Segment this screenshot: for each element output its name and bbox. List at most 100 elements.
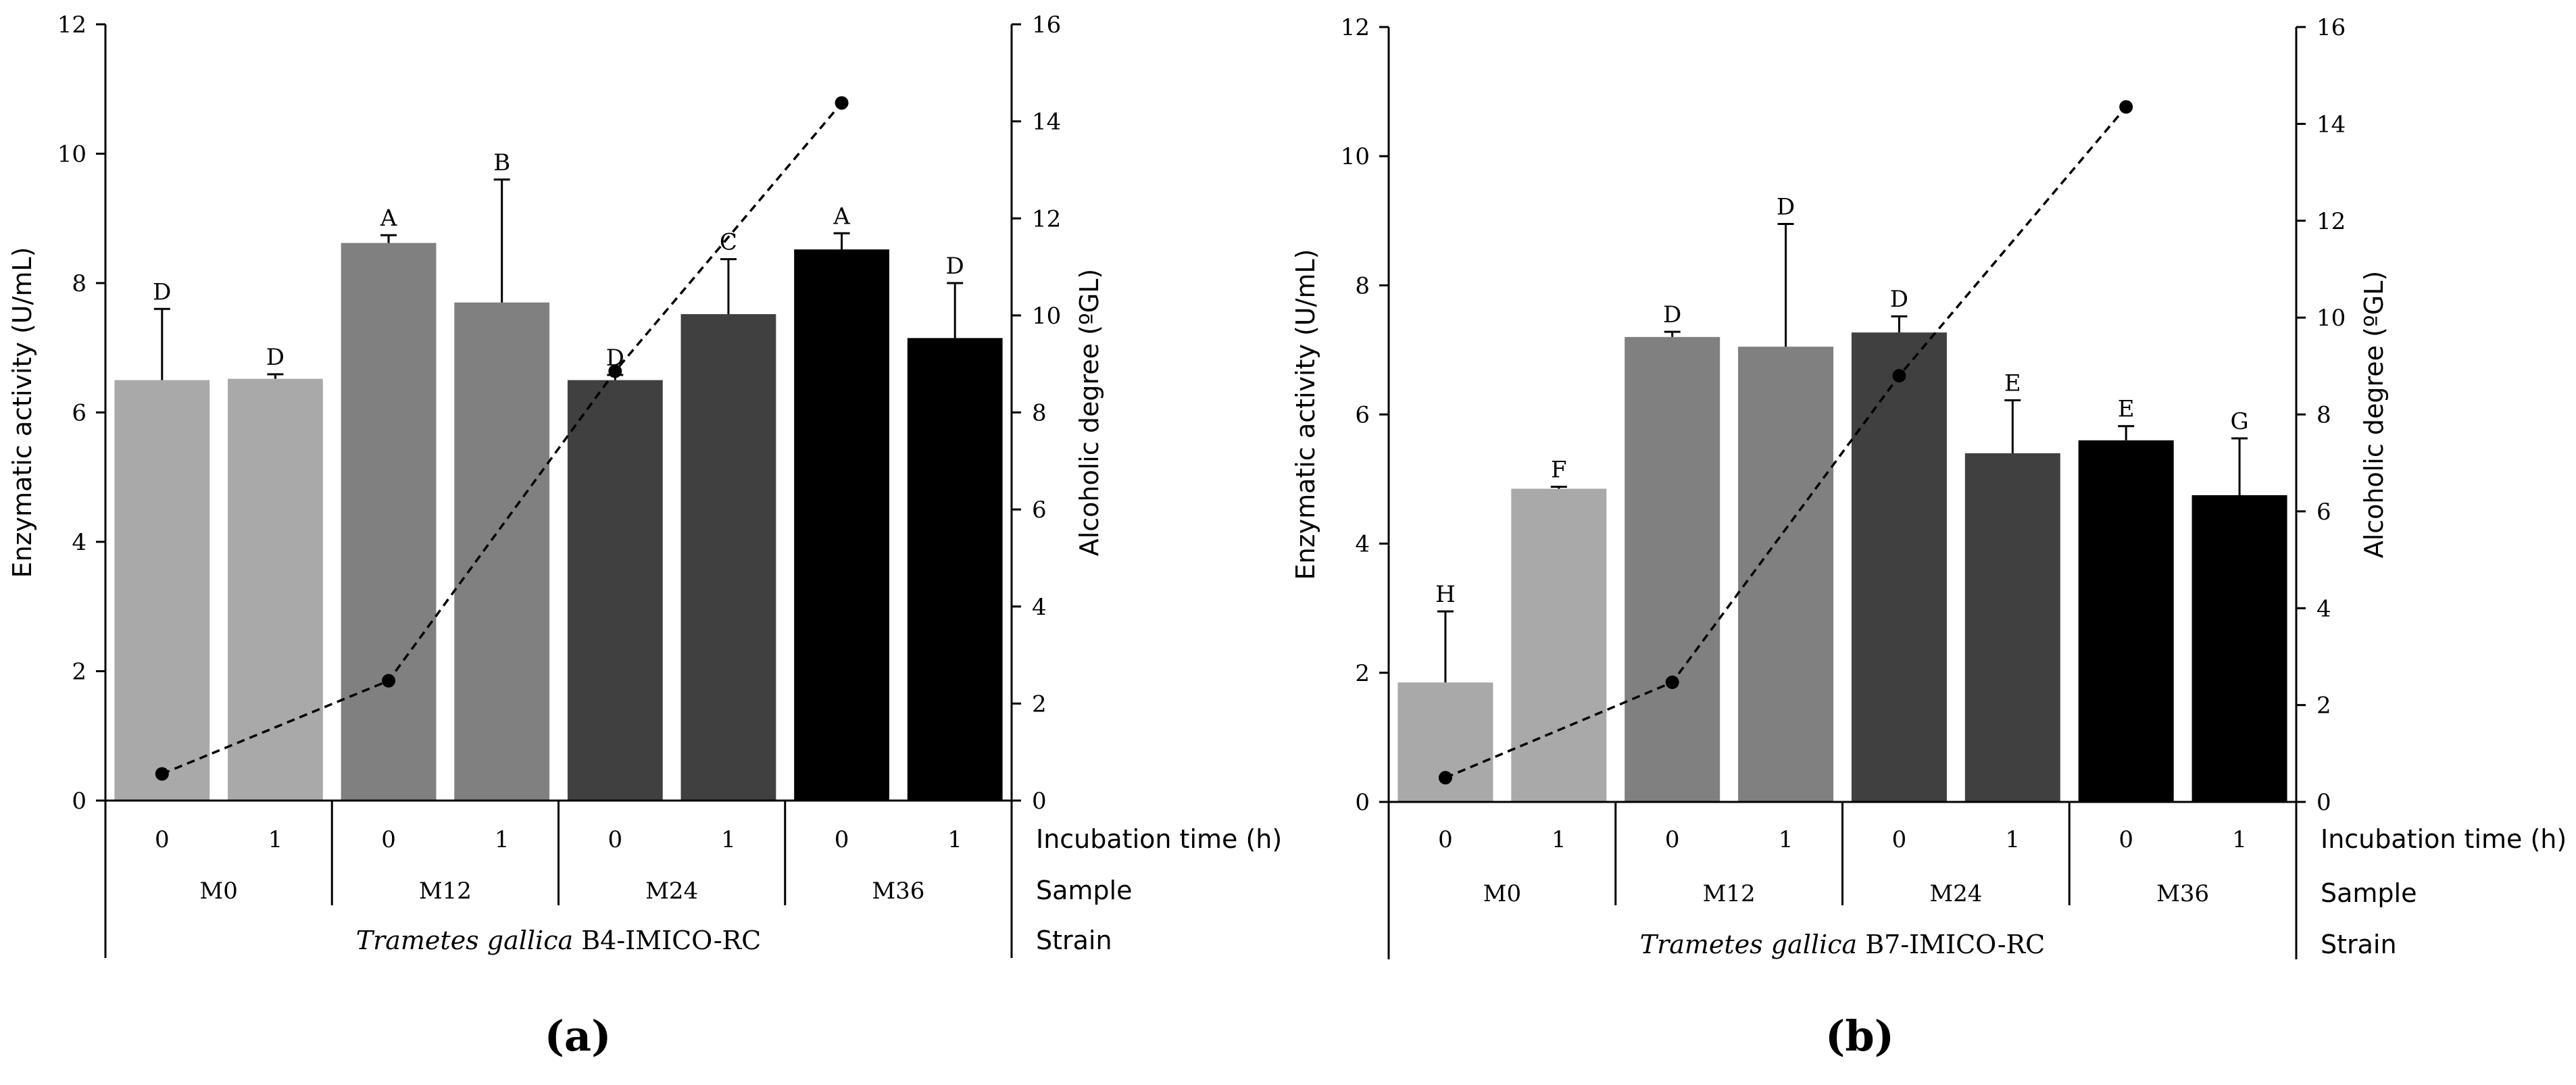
bar bbox=[680, 313, 776, 801]
bar bbox=[1511, 488, 1607, 802]
y-tick-label-left: 2 bbox=[1355, 660, 1370, 687]
y-tick-label-right: 12 bbox=[1032, 205, 1061, 232]
y-tick-label-right: 6 bbox=[1032, 497, 1047, 524]
y-axis-title-left: Enzymatic activity (U/mL) bbox=[1291, 249, 1320, 580]
strain-label: Trametes gallica B4-IMICO-RC bbox=[356, 926, 762, 955]
row-label-strain: Strain bbox=[1036, 926, 1112, 955]
y-axis-title-left: Enzymatic activity (U/mL) bbox=[7, 247, 37, 578]
significance-label: G bbox=[2230, 408, 2248, 435]
y-tick-label-left: 2 bbox=[72, 659, 86, 686]
significance-label: E bbox=[2118, 396, 2135, 423]
alcohol-point bbox=[155, 767, 169, 781]
category-label: 0 bbox=[1438, 826, 1453, 853]
bar bbox=[1738, 347, 1834, 802]
significance-label: C bbox=[720, 229, 737, 256]
sample-group-label: M12 bbox=[1703, 880, 1756, 907]
bar bbox=[228, 378, 323, 801]
y-tick-label-right: 8 bbox=[1032, 400, 1047, 427]
significance-label: H bbox=[1435, 581, 1456, 608]
alcohol-point bbox=[382, 674, 396, 688]
y-tick-label-right: 10 bbox=[2317, 305, 2346, 332]
significance-label: D bbox=[1890, 286, 1908, 313]
y-tick-label-right: 6 bbox=[2317, 499, 2331, 526]
alcohol-point bbox=[1438, 771, 1452, 785]
bar bbox=[907, 338, 1003, 801]
category-label: 1 bbox=[721, 826, 736, 853]
category-label: 0 bbox=[835, 826, 849, 853]
y-tick-label-right: 4 bbox=[2317, 595, 2331, 622]
y-tick-label-right: 8 bbox=[2317, 402, 2331, 429]
y-tick-label-right: 16 bbox=[2317, 14, 2346, 41]
bar bbox=[2191, 495, 2287, 802]
strain-name-italic: Trametes gallica bbox=[356, 926, 573, 955]
y-tick-label-right: 4 bbox=[1032, 594, 1047, 621]
y-tick-label-right: 2 bbox=[2317, 692, 2331, 720]
significance-label: F bbox=[1551, 457, 1567, 484]
sample-group-label: M24 bbox=[645, 878, 698, 905]
sample-group-label: M36 bbox=[872, 878, 924, 905]
bar bbox=[1625, 336, 1720, 802]
category-label: 1 bbox=[1552, 826, 1566, 853]
sample-group-label: M24 bbox=[1929, 880, 1982, 907]
y-tick-label-left: 0 bbox=[72, 788, 86, 815]
y-tick-label-right: 16 bbox=[1032, 11, 1061, 39]
y-tick-label-left: 4 bbox=[1355, 531, 1370, 558]
category-label: 1 bbox=[2232, 826, 2247, 853]
alcohol-line bbox=[1445, 106, 2127, 779]
bar bbox=[114, 380, 210, 801]
sample-group-label: M12 bbox=[419, 878, 472, 905]
significance-label: D bbox=[266, 344, 284, 371]
bar bbox=[567, 380, 663, 801]
y-tick-label-left: 10 bbox=[1341, 143, 1370, 170]
alcohol-point bbox=[2119, 100, 2133, 114]
category-label: 1 bbox=[268, 826, 283, 853]
strain-name-italic: Trametes gallica bbox=[1640, 930, 1857, 959]
category-label: 0 bbox=[155, 826, 170, 853]
row-label-strain: Strain bbox=[2321, 930, 2397, 959]
significance-label: A bbox=[380, 205, 397, 232]
significance-label: D bbox=[946, 253, 964, 280]
y-tick-label-left: 6 bbox=[1355, 402, 1370, 429]
y-tick-label-right: 0 bbox=[1032, 788, 1047, 815]
y-tick-label-left: 12 bbox=[57, 11, 86, 39]
y-tick-label-right: 10 bbox=[1032, 303, 1061, 330]
category-label: 1 bbox=[947, 826, 962, 853]
significance-label: B bbox=[493, 149, 510, 176]
row-label-incubation-time: Incubation time (h) bbox=[1036, 824, 1282, 854]
category-label: 0 bbox=[608, 826, 622, 853]
alcohol-point bbox=[1892, 369, 1906, 383]
sample-group-label: M0 bbox=[199, 878, 237, 905]
y-tick-label-left: 8 bbox=[1355, 272, 1370, 299]
strain-label: Trametes gallica B7-IMICO-RC bbox=[1640, 930, 2046, 959]
row-label-sample: Sample bbox=[1036, 876, 1132, 905]
significance-label: D bbox=[1663, 301, 1681, 328]
panel-label: (a) bbox=[545, 1011, 612, 1061]
category-label: 1 bbox=[1779, 826, 1793, 853]
y-tick-label-right: 14 bbox=[2317, 111, 2346, 138]
y-axis-title-right: Alcoholic degree (ºGL) bbox=[1074, 269, 1104, 557]
strain-code: B4-IMICO-RC bbox=[573, 926, 761, 955]
bar bbox=[1964, 453, 2060, 802]
category-label: 0 bbox=[1892, 826, 1907, 853]
y-tick-label-right: 12 bbox=[2317, 208, 2346, 235]
y-tick-label-left: 8 bbox=[72, 270, 86, 297]
row-label-sample: Sample bbox=[2321, 878, 2417, 908]
y-tick-label-right: 2 bbox=[1032, 690, 1047, 717]
alcohol-point bbox=[1665, 675, 1679, 689]
y-tick-label-right: 14 bbox=[1032, 109, 1061, 136]
significance-label: D bbox=[1777, 194, 1795, 221]
row-label-incubation-time: Incubation time (h) bbox=[2321, 824, 2567, 854]
bar bbox=[1851, 332, 1947, 803]
y-tick-label-left: 12 bbox=[1341, 14, 1370, 41]
alcohol-point bbox=[608, 364, 622, 378]
y-tick-label-left: 6 bbox=[72, 400, 86, 427]
bar bbox=[454, 302, 550, 801]
y-tick-label-right: 0 bbox=[2317, 789, 2331, 816]
category-label: 0 bbox=[381, 826, 396, 853]
y-tick-label-left: 0 bbox=[1355, 789, 1370, 816]
alcohol-point bbox=[835, 96, 849, 110]
sample-group-label: M0 bbox=[1483, 880, 1521, 907]
